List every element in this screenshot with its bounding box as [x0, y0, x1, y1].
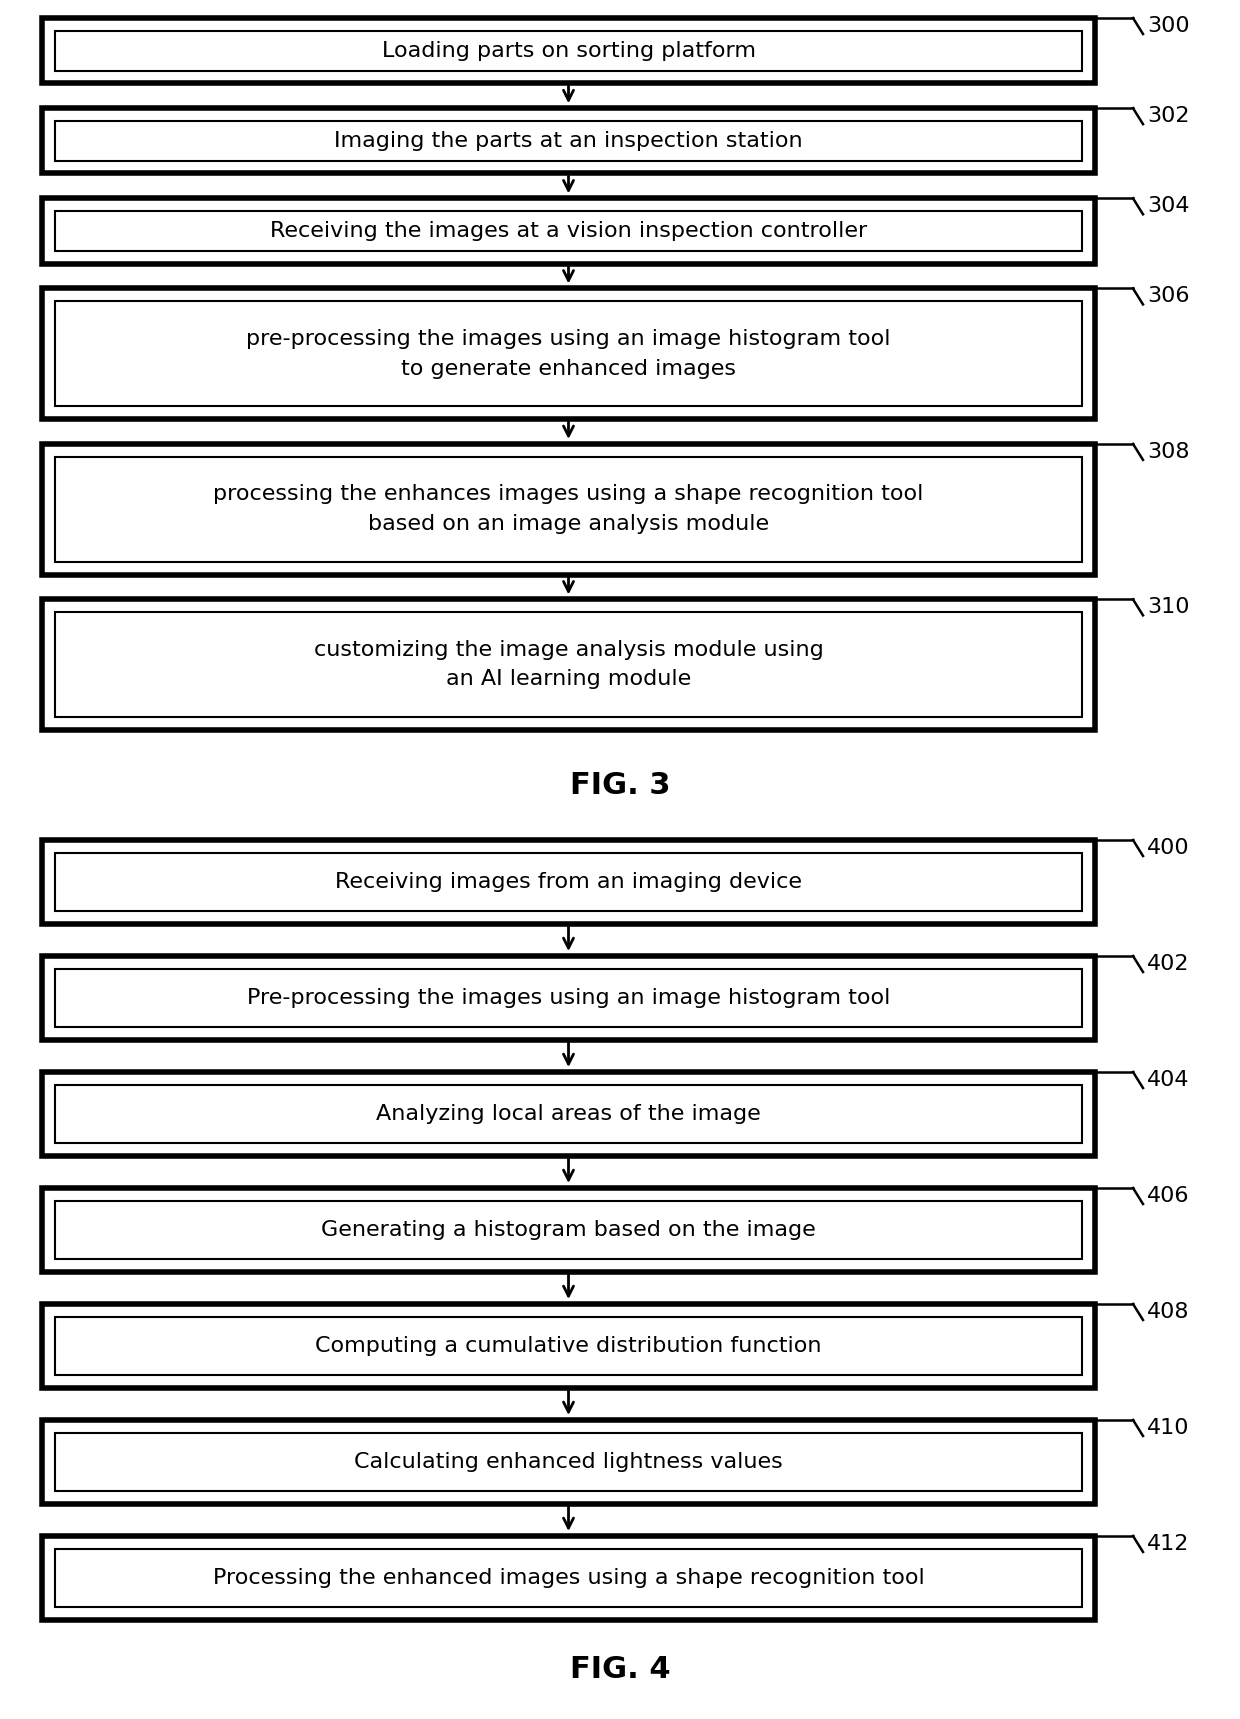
FancyBboxPatch shape	[42, 1537, 1095, 1619]
Text: 404: 404	[1147, 1069, 1189, 1090]
Text: Generating a histogram based on the image: Generating a histogram based on the imag…	[321, 1220, 816, 1239]
Text: 402: 402	[1147, 954, 1189, 975]
FancyBboxPatch shape	[42, 956, 1095, 1040]
Text: 308: 308	[1147, 442, 1189, 462]
FancyBboxPatch shape	[42, 1073, 1095, 1157]
Text: processing the enhances images using a shape recognition tool
based on an image : processing the enhances images using a s…	[213, 485, 924, 535]
Text: Imaging the parts at an inspection station: Imaging the parts at an inspection stati…	[335, 131, 802, 151]
Text: FIG. 4: FIG. 4	[569, 1655, 671, 1685]
FancyBboxPatch shape	[42, 289, 1095, 419]
FancyBboxPatch shape	[42, 198, 1095, 263]
Text: Receiving the images at a vision inspection controller: Receiving the images at a vision inspect…	[270, 222, 867, 241]
Text: 304: 304	[1147, 196, 1189, 217]
Text: 306: 306	[1147, 287, 1189, 306]
Text: 406: 406	[1147, 1186, 1189, 1207]
Text: pre-processing the images using an image histogram tool
to generate enhanced ima: pre-processing the images using an image…	[247, 328, 890, 378]
FancyBboxPatch shape	[42, 600, 1095, 731]
Text: 412: 412	[1147, 1533, 1189, 1554]
FancyBboxPatch shape	[42, 444, 1095, 574]
Text: Analyzing local areas of the image: Analyzing local areas of the image	[376, 1104, 761, 1124]
Text: Calculating enhanced lightness values: Calculating enhanced lightness values	[355, 1453, 782, 1471]
FancyBboxPatch shape	[42, 1188, 1095, 1272]
FancyBboxPatch shape	[42, 1420, 1095, 1504]
Text: Processing the enhanced images using a shape recognition tool: Processing the enhanced images using a s…	[212, 1568, 924, 1588]
Text: customizing the image analysis module using
an AI learning module: customizing the image analysis module us…	[314, 639, 823, 689]
Text: 410: 410	[1147, 1418, 1189, 1439]
Text: 300: 300	[1147, 15, 1189, 36]
FancyBboxPatch shape	[42, 841, 1095, 925]
Text: Pre-processing the images using an image histogram tool: Pre-processing the images using an image…	[247, 988, 890, 1007]
Text: Receiving images from an imaging device: Receiving images from an imaging device	[335, 872, 802, 892]
FancyBboxPatch shape	[42, 17, 1095, 83]
Text: 310: 310	[1147, 598, 1189, 617]
Text: 408: 408	[1147, 1301, 1189, 1322]
Text: Computing a cumulative distribution function: Computing a cumulative distribution func…	[315, 1336, 822, 1356]
FancyBboxPatch shape	[42, 1305, 1095, 1387]
Text: 302: 302	[1147, 107, 1189, 125]
Text: FIG. 3: FIG. 3	[569, 770, 671, 799]
Text: Loading parts on sorting platform: Loading parts on sorting platform	[382, 41, 755, 60]
Text: 400: 400	[1147, 837, 1189, 858]
FancyBboxPatch shape	[42, 108, 1095, 174]
